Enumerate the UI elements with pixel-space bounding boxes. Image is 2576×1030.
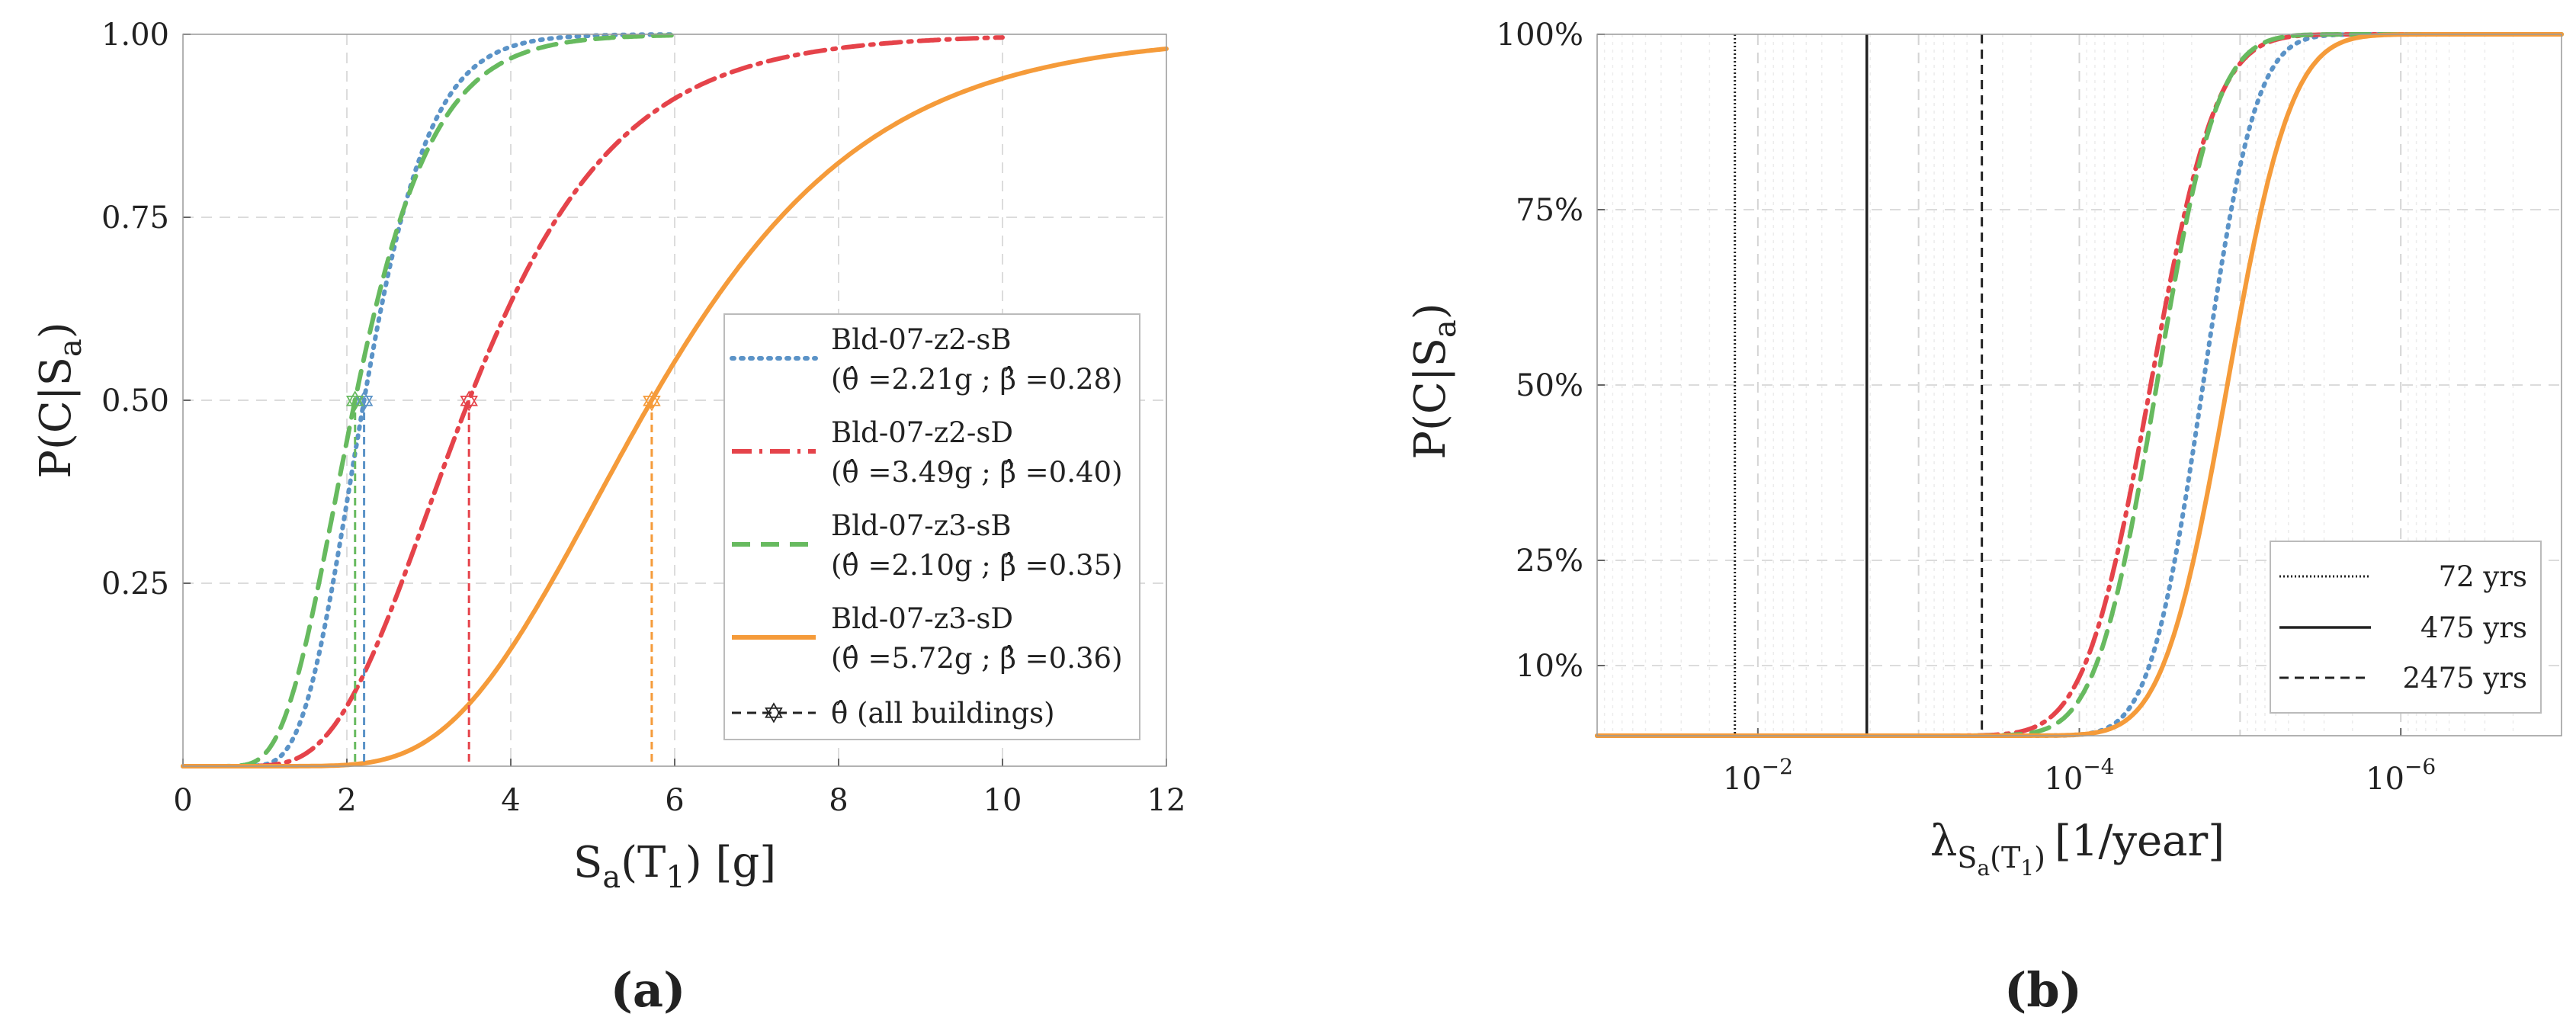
legend-median-label: θ̂ (all buildings) xyxy=(831,697,1055,730)
panel-label-a: (a) xyxy=(611,962,686,1018)
x-tick-label: 2 xyxy=(337,783,356,818)
legend-series-params: (θ̂ =3.49g ; β̂ =0.40) xyxy=(831,456,1123,489)
median-star-marker: ✡ xyxy=(457,387,480,418)
x-tick-label: 10 xyxy=(983,783,1022,818)
plot-area-border xyxy=(1596,34,2562,736)
tick-labels: 10−2 10−4 10−6 10% 25% 50% 75% 100% xyxy=(1497,18,2436,797)
median-star-marker: ✡ xyxy=(640,387,663,418)
series-line xyxy=(181,47,1169,768)
x-tick-label: 0 xyxy=(173,783,192,818)
series-line xyxy=(181,33,677,768)
legend-entry: 2475 yrs xyxy=(2279,662,2527,695)
panel-b: 10−2 10−4 10−6 10% 25% 50% 75% 100% P(C|Sa) λSa… xyxy=(1406,18,2564,1018)
median-markers: ✡ ✡✡ ✡ xyxy=(344,387,663,766)
legend: 72 yrs 475 yrs 2475 yrs xyxy=(2270,541,2542,714)
x-axis-label: λSa(T1) [1/year] xyxy=(1930,817,2225,881)
y-tick-label: 10% xyxy=(1516,649,1583,684)
y-tick-label: 25% xyxy=(1516,544,1583,579)
legend: Bld-07-z2-sB (θ̂ =2.21g ; β̂ =0.28) Bld-… xyxy=(723,313,1140,740)
legend-series-name: Bld-07-z3-sB xyxy=(831,509,1012,542)
y-tick-label: 0.50 xyxy=(101,383,169,419)
panel-label-b: (b) xyxy=(2004,962,2082,1018)
legend-entry: Bld-07-z3-sD (θ̂ =5.72g ; β̂ =0.36) xyxy=(732,602,1123,675)
legend-series-name: Bld-07-z3-sD xyxy=(831,602,1013,635)
legend-label: 72 yrs xyxy=(2439,560,2527,593)
return-period-lines xyxy=(1734,34,1984,736)
x-tick-label: 6 xyxy=(665,783,684,818)
legend-entry: Bld-07-z3-sB (θ̂ =2.10g ; β̂ =0.35) xyxy=(732,509,1123,582)
legend-series-params: (θ̂ =5.72g ; β̂ =0.36) xyxy=(831,642,1123,675)
y-tick-label: 0.25 xyxy=(101,566,169,602)
y-axis-label: P(C|Sa) xyxy=(1406,303,1463,459)
y-axis-label: P(C|Sa) xyxy=(31,322,88,478)
x-tick-label: 4 xyxy=(501,783,520,818)
y-tick-label: 0.75 xyxy=(101,201,169,236)
legend-entry: 72 yrs xyxy=(2279,560,2527,593)
grid xyxy=(1597,34,2562,736)
legend-entry: Bld-07-z2-sD (θ̂ =3.49g ; β̂ =0.40) xyxy=(732,416,1123,489)
legend-entry: ✡ θ̂ (all buildings) xyxy=(732,697,1055,730)
x-tick-label: 10−6 xyxy=(2366,754,2436,797)
x-axis-label: Sa(T1) [g] xyxy=(573,838,776,895)
x-tick-label: 10−2 xyxy=(1723,754,1793,797)
legend-box xyxy=(723,313,1140,740)
legend-entry: Bld-07-z2-sB (θ̂ =2.21g ; β̂ =0.28) xyxy=(730,323,1123,396)
legend-series-name: Bld-07-z2-sD xyxy=(831,416,1013,449)
legend-entry: 475 yrs xyxy=(2279,611,2527,644)
x-tick-label: 8 xyxy=(829,783,848,818)
series-curves xyxy=(181,32,1169,768)
x-tick-label: 12 xyxy=(1147,783,1186,818)
y-tick-label: 1.00 xyxy=(101,18,169,53)
panel-a: ✡ ✡✡ ✡ 0 2 4 6 8 10 120.250.500.751.00 P(C|Sa) S… xyxy=(31,18,1185,1018)
x-tick-label: 10−4 xyxy=(2044,754,2114,797)
legend-label: 2475 yrs xyxy=(2402,662,2527,695)
median-star-marker: ✡ xyxy=(344,387,367,418)
plot-area-border xyxy=(182,34,1167,767)
y-tick-label: 50% xyxy=(1516,368,1583,403)
legend-series-params: (θ̂ =2.10g ; β̂ =0.35) xyxy=(831,549,1123,582)
legend-label: 475 yrs xyxy=(2420,611,2527,644)
y-tick-label: 100% xyxy=(1497,18,1583,53)
legend-series-params: (θ̂ =2.21g ; β̂ =0.28) xyxy=(831,363,1123,396)
median-star-marker: ✡ xyxy=(352,387,375,418)
y-tick-label: 75% xyxy=(1516,193,1583,228)
star-marker-icon: ✡ xyxy=(762,698,785,730)
legend-series-name: Bld-07-z2-sB xyxy=(831,323,1012,356)
tick-labels: 0 2 4 6 8 10 12 0.25 0.50 0.75 1.00 xyxy=(101,18,1186,818)
series-line xyxy=(181,35,1005,768)
